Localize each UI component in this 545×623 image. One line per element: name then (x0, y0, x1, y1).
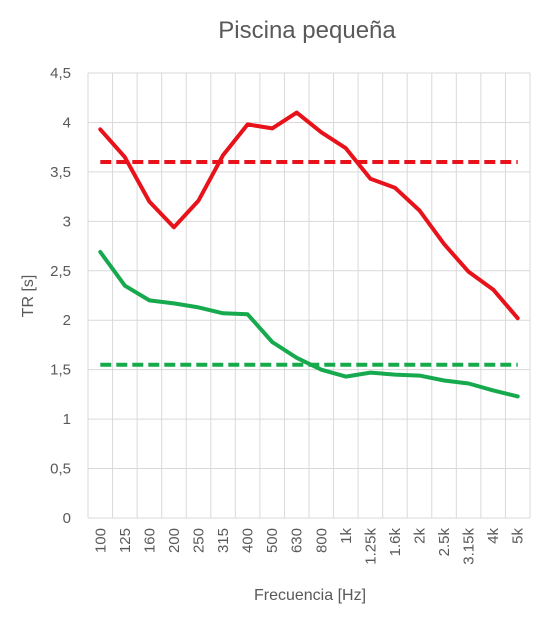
x-tick-labels: 100 125 160 200 250 315 400 500 630 800 1k 1.25k 1.6… (92, 528, 526, 565)
y-tick-label: 4,5 (50, 65, 71, 82)
y-tick-label: 1,5 (50, 362, 71, 379)
y-tick-labels: 0 0,5 1 1,5 2 2,5 3 3,5 4 4,5 (50, 65, 71, 527)
x-tick-label: 630 (289, 528, 306, 553)
x-tick-label: 1k (338, 528, 355, 544)
x-tick-label: 315 (215, 528, 232, 553)
y-tick-label: 0,5 (50, 461, 71, 478)
y-tick-label: 3 (63, 213, 71, 230)
grid-lines (87, 72, 531, 519)
series-lines (98, 110, 520, 399)
x-tick-label: 100 (92, 528, 109, 553)
x-tick-label: 1.6k (387, 528, 404, 557)
y-tick-label: 2,5 (50, 263, 71, 280)
x-tick-label: 800 (313, 528, 330, 553)
x-tick-label: 2.5k (436, 528, 453, 557)
series-line (98, 110, 520, 321)
x-tick-label: 1.25k (362, 528, 379, 565)
x-tick-label: 200 (166, 528, 183, 553)
y-tick-label: 2 (63, 312, 71, 329)
y-tick-label: 0 (63, 510, 71, 527)
chart-title: Piscina pequeña (218, 17, 396, 44)
y-axis-label: TR [s] (20, 275, 37, 318)
x-tick-label: 3.15k (461, 528, 478, 565)
x-tick-label: 160 (141, 528, 158, 553)
x-tick-label: 250 (191, 528, 208, 553)
x-tick-label: 2k (412, 528, 429, 544)
x-tick-label: 500 (264, 528, 281, 553)
x-tick-label: 400 (240, 528, 257, 553)
y-tick-label: 3,5 (50, 164, 71, 181)
x-tick-label: 125 (117, 528, 134, 553)
y-tick-label: 4 (63, 114, 71, 131)
x-tick-label: 5k (510, 528, 527, 544)
y-tick-label: 1 (63, 411, 71, 428)
x-axis-label: Frecuencia [Hz] (254, 587, 366, 604)
x-tick-label: 4k (485, 528, 502, 544)
